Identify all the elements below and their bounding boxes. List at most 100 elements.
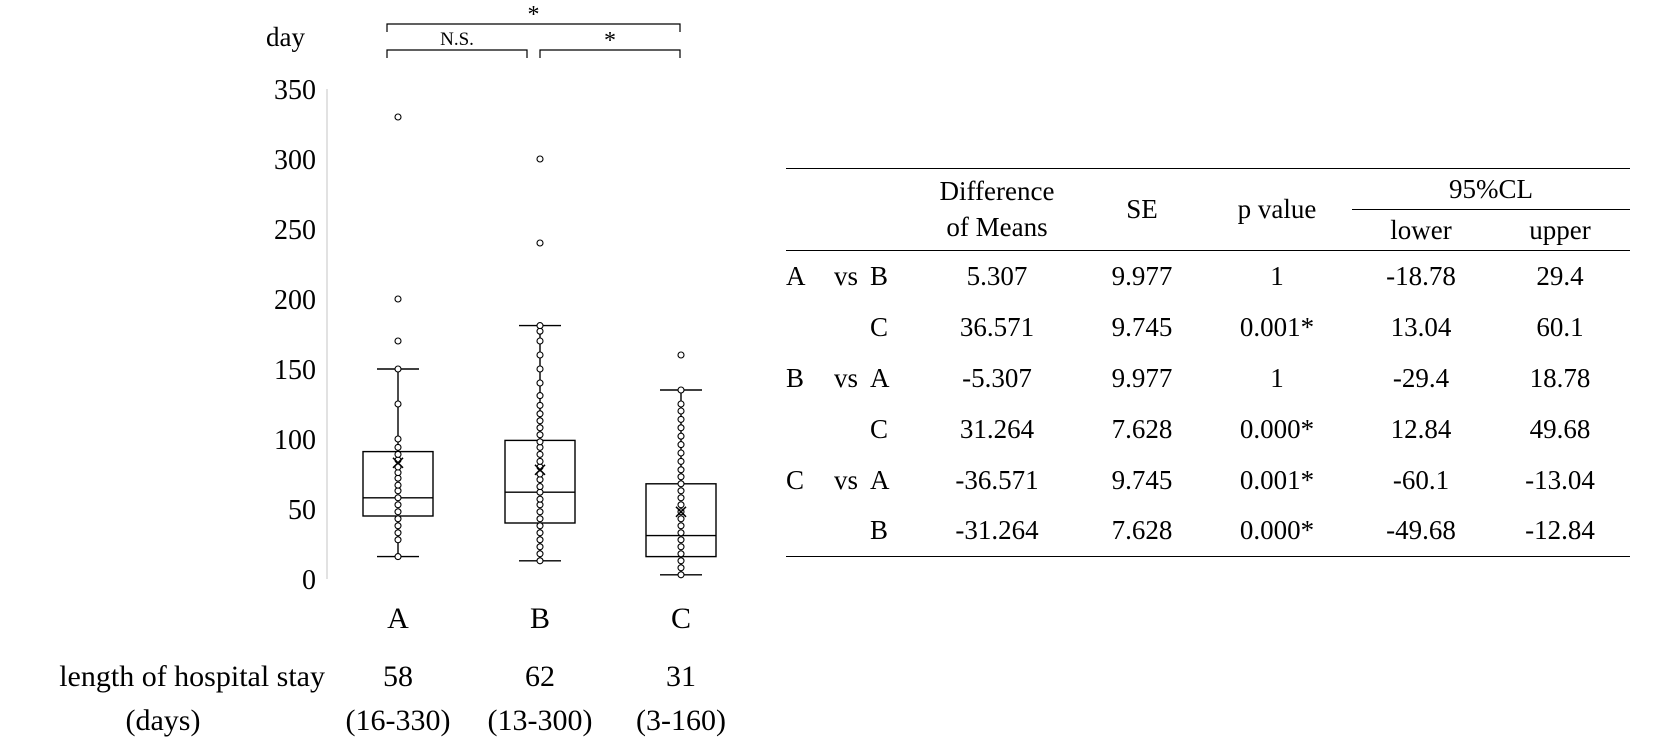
significance-label: N.S. xyxy=(440,29,474,50)
data-point xyxy=(677,424,685,432)
header-blank xyxy=(870,168,912,210)
axis-layer: 0 50 100 150 200 250 300 350 xyxy=(274,75,328,596)
data-point xyxy=(677,571,685,579)
data-point xyxy=(536,410,544,418)
data-point xyxy=(394,501,402,509)
mean-marker xyxy=(675,506,687,518)
header-diff-line2: of Means xyxy=(946,211,1048,242)
outlier-point xyxy=(536,239,544,247)
cell-group2: A xyxy=(870,464,890,495)
data-point xyxy=(536,557,544,565)
y-tick-label: 350 xyxy=(274,75,316,106)
cell-upper: 29.4 xyxy=(1536,260,1584,291)
data-point xyxy=(536,522,544,530)
data-point xyxy=(536,457,544,465)
data-point xyxy=(536,337,544,345)
category-label: A xyxy=(387,602,409,635)
data-point xyxy=(394,515,402,523)
y-tick-label: 300 xyxy=(274,145,316,176)
mean-marker xyxy=(392,457,404,469)
data-point xyxy=(394,400,402,408)
data-point xyxy=(536,508,544,516)
header-p-value: p value xyxy=(1202,168,1352,251)
data-point xyxy=(394,494,402,502)
mean-marker xyxy=(534,464,546,476)
data-point xyxy=(677,515,685,523)
header-blank xyxy=(786,210,822,251)
outlier-point xyxy=(677,351,685,359)
data-point xyxy=(536,483,544,491)
data-point xyxy=(677,432,685,440)
significance-label: * xyxy=(604,28,616,54)
outlier-point xyxy=(394,295,402,303)
data-point xyxy=(394,463,402,471)
boxes-layer xyxy=(362,113,717,579)
y-axis-label: day xyxy=(266,22,305,52)
data-point xyxy=(677,529,685,537)
cell-group1 xyxy=(786,302,822,353)
data-point xyxy=(677,487,685,495)
data-point xyxy=(677,522,685,530)
header-se: SE xyxy=(1082,168,1202,251)
data-point xyxy=(677,473,685,481)
data-point xyxy=(536,379,544,387)
data-point xyxy=(394,529,402,537)
table-row: C 31.264 7.628 0.000* 12.84 49.68 xyxy=(786,404,1630,455)
data-point xyxy=(536,450,544,458)
data-point xyxy=(536,424,544,432)
mean-marker-stroke xyxy=(675,506,687,518)
header-95cl: 95%CL xyxy=(1352,168,1630,210)
table-row: A vs B 5.307 9.977 1 -18.78 29.4 xyxy=(786,251,1630,302)
data-point xyxy=(677,449,685,457)
data-point xyxy=(394,450,402,458)
data-point xyxy=(536,401,544,409)
significance-bracket: * xyxy=(539,28,681,58)
cell-se: 9.977 xyxy=(1111,260,1173,291)
cell-vs: vs xyxy=(833,362,858,393)
median-value-label: 62 xyxy=(525,660,555,693)
cell-p: 1 xyxy=(1270,260,1284,291)
box-group-b xyxy=(504,155,576,565)
header-blank xyxy=(870,210,912,251)
range-value-label: (3-160) xyxy=(636,704,726,737)
data-point xyxy=(677,457,685,465)
data-point xyxy=(536,351,544,359)
data-point xyxy=(394,536,402,544)
y-tick-label: 200 xyxy=(274,285,316,316)
data-point xyxy=(536,470,544,478)
data-point xyxy=(536,431,544,439)
header-blank xyxy=(822,210,870,251)
y-tick-label: 100 xyxy=(274,425,316,456)
cell-p: 0.000* xyxy=(1202,505,1352,557)
cell-group2: A xyxy=(870,362,890,393)
data-point xyxy=(677,501,685,509)
cell-se: 9.745 xyxy=(1111,464,1173,495)
box-group-c xyxy=(645,351,717,579)
cell-diff: 31.264 xyxy=(959,413,1035,444)
table-row: C vs A -36.571 9.745 0.001* -60.1 -13.04 xyxy=(786,455,1630,506)
category-labels: A 58 (16-330) B 62 (13-300) C 31 (3-160) xyxy=(346,602,726,737)
data-point xyxy=(677,386,685,394)
median-value-label: 31 xyxy=(666,660,696,693)
data-point xyxy=(677,415,685,423)
mean-marker-stroke xyxy=(534,464,546,476)
header-difference-of-means: Difference of Means xyxy=(912,168,1082,251)
outlier-point xyxy=(394,337,402,345)
cell-group1: B xyxy=(786,362,805,393)
cell-upper: -12.84 xyxy=(1490,505,1630,557)
cell-vs xyxy=(822,404,870,455)
data-point xyxy=(394,365,402,373)
data-point xyxy=(677,543,685,551)
outlier-point xyxy=(536,155,544,163)
data-point xyxy=(536,515,544,523)
table-row: B -31.264 7.628 0.000* -49.68 -12.84 xyxy=(786,505,1630,557)
data-point xyxy=(394,553,402,561)
y-tick-label: 250 xyxy=(274,215,316,246)
data-point xyxy=(677,557,685,565)
bracket-line xyxy=(386,49,528,58)
significance-label: * xyxy=(528,2,540,28)
data-point xyxy=(536,322,544,330)
data-point xyxy=(677,407,685,415)
cell-se: 7.628 xyxy=(1111,413,1173,444)
cell-vs xyxy=(822,505,870,557)
